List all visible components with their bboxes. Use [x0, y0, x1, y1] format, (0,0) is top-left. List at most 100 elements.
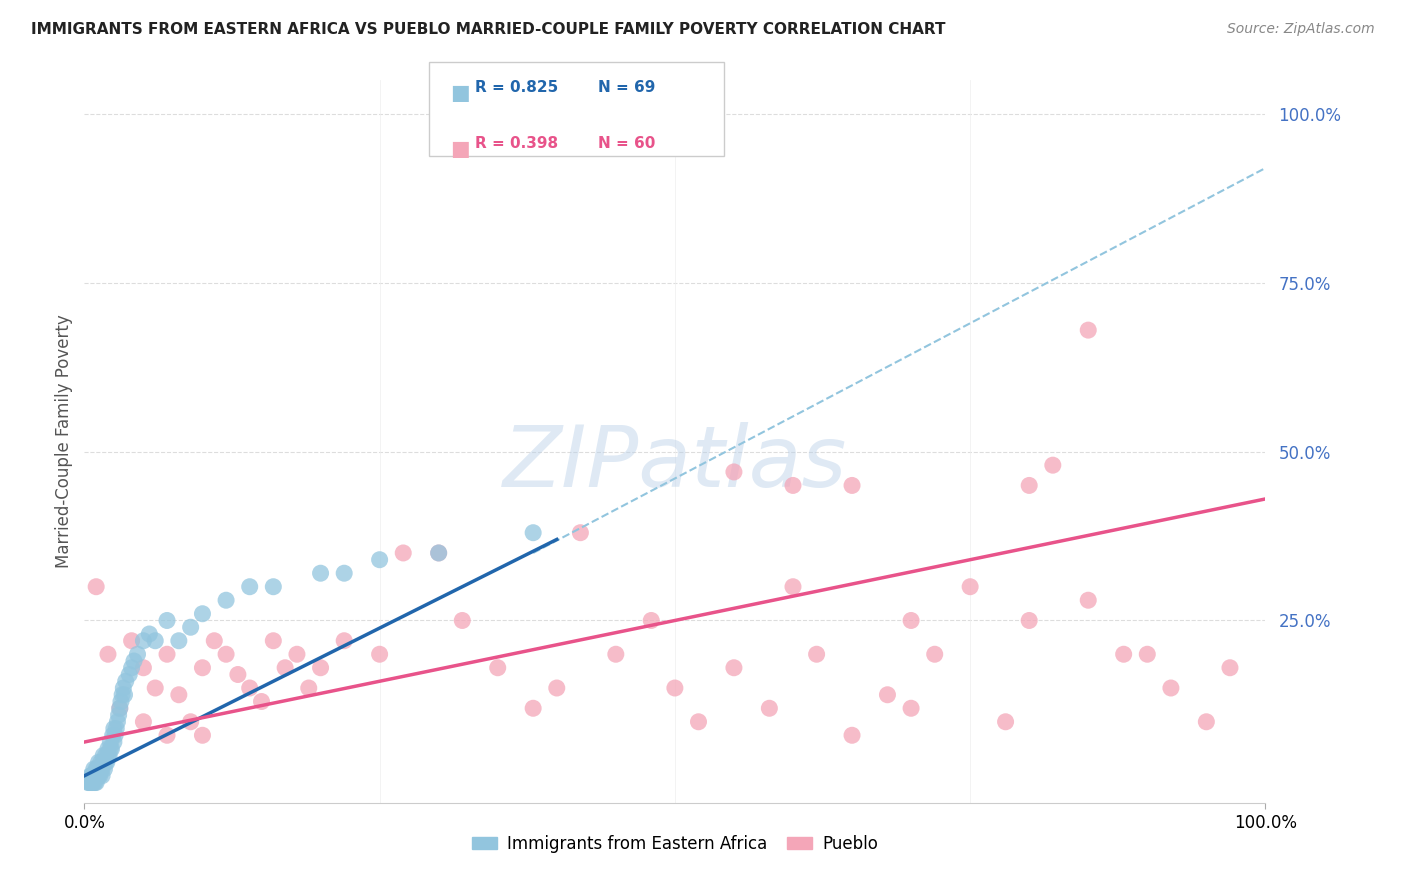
Point [97, 647, 120, 661]
Point [94, 756, 117, 770]
Point [118, 667, 141, 681]
Point [111, 688, 134, 702]
Point [522, 525, 544, 540]
Point [664, 681, 686, 695]
Point [368, 647, 391, 661]
Point [112, 681, 135, 695]
Point [103, 722, 125, 736]
Point [110, 694, 132, 708]
Text: ■: ■ [450, 83, 470, 103]
Point [84, 762, 107, 776]
Point [180, 714, 202, 729]
Point [1042, 458, 1064, 472]
Point [605, 647, 627, 661]
Point [782, 580, 804, 594]
Point [1112, 647, 1135, 661]
Point [84, 769, 107, 783]
Point [309, 566, 332, 581]
Point [451, 614, 474, 628]
Point [86, 762, 108, 776]
Point [96, 756, 118, 770]
Point [122, 654, 145, 668]
Point [82, 775, 104, 789]
Point [143, 633, 166, 648]
Point [285, 647, 308, 661]
Point [1077, 593, 1099, 607]
Point [97, 748, 120, 763]
Point [80, 775, 103, 789]
Point [132, 633, 155, 648]
Point [80, 769, 103, 783]
Text: R = 0.398: R = 0.398 [475, 136, 558, 152]
Point [107, 708, 129, 723]
Point [841, 478, 863, 492]
Point [86, 769, 108, 783]
Point [900, 701, 922, 715]
Point [226, 667, 249, 681]
Point [89, 762, 111, 776]
Point [250, 694, 273, 708]
Point [806, 647, 828, 661]
Point [108, 701, 131, 715]
Point [167, 688, 190, 702]
Point [114, 674, 136, 689]
Point [132, 714, 155, 729]
Text: Source: ZipAtlas.com: Source: ZipAtlas.com [1227, 22, 1375, 37]
Point [127, 647, 149, 661]
Point [83, 762, 105, 776]
Point [191, 728, 214, 742]
Point [1077, 323, 1099, 337]
Point [239, 681, 262, 695]
Point [546, 681, 568, 695]
Point [98, 741, 121, 756]
Point [156, 614, 179, 628]
Point [569, 525, 592, 540]
Point [103, 735, 125, 749]
Point [522, 701, 544, 715]
Point [104, 728, 127, 742]
Text: ■: ■ [450, 139, 470, 159]
Point [1219, 661, 1241, 675]
Point [143, 681, 166, 695]
Point [298, 681, 321, 695]
Point [138, 627, 160, 641]
Point [333, 566, 356, 581]
Point [89, 769, 111, 783]
Point [84, 769, 107, 783]
Point [91, 769, 114, 783]
Point [841, 728, 863, 742]
Text: N = 69: N = 69 [598, 80, 655, 95]
Point [132, 661, 155, 675]
Y-axis label: Married-Couple Family Poverty: Married-Couple Family Poverty [55, 315, 73, 568]
Text: ZIPatlas: ZIPatlas [503, 422, 846, 505]
Point [167, 633, 190, 648]
Point [215, 593, 238, 607]
Point [79, 769, 101, 783]
Point [309, 661, 332, 675]
Point [900, 614, 922, 628]
Point [191, 607, 214, 621]
Legend: Immigrants from Eastern Africa, Pueblo: Immigrants from Eastern Africa, Pueblo [465, 828, 884, 860]
Point [105, 722, 128, 736]
Point [202, 633, 225, 648]
Point [98, 735, 121, 749]
Point [121, 633, 143, 648]
Text: R = 0.825: R = 0.825 [475, 80, 558, 95]
Point [191, 661, 214, 675]
Point [90, 756, 112, 770]
Point [723, 465, 745, 479]
Point [427, 546, 450, 560]
Point [333, 633, 356, 648]
Point [93, 762, 115, 776]
Text: IMMIGRANTS FROM EASTERN AFRICA VS PUEBLO MARRIED-COUPLE FAMILY POVERTY CORRELATI: IMMIGRANTS FROM EASTERN AFRICA VS PUEBLO… [31, 22, 945, 37]
Point [239, 580, 262, 594]
Point [1195, 714, 1218, 729]
Point [1018, 478, 1040, 492]
Point [101, 728, 124, 742]
Point [114, 688, 136, 702]
Point [77, 775, 100, 789]
Point [688, 714, 710, 729]
Point [156, 647, 179, 661]
Point [84, 580, 107, 594]
Point [392, 546, 415, 560]
